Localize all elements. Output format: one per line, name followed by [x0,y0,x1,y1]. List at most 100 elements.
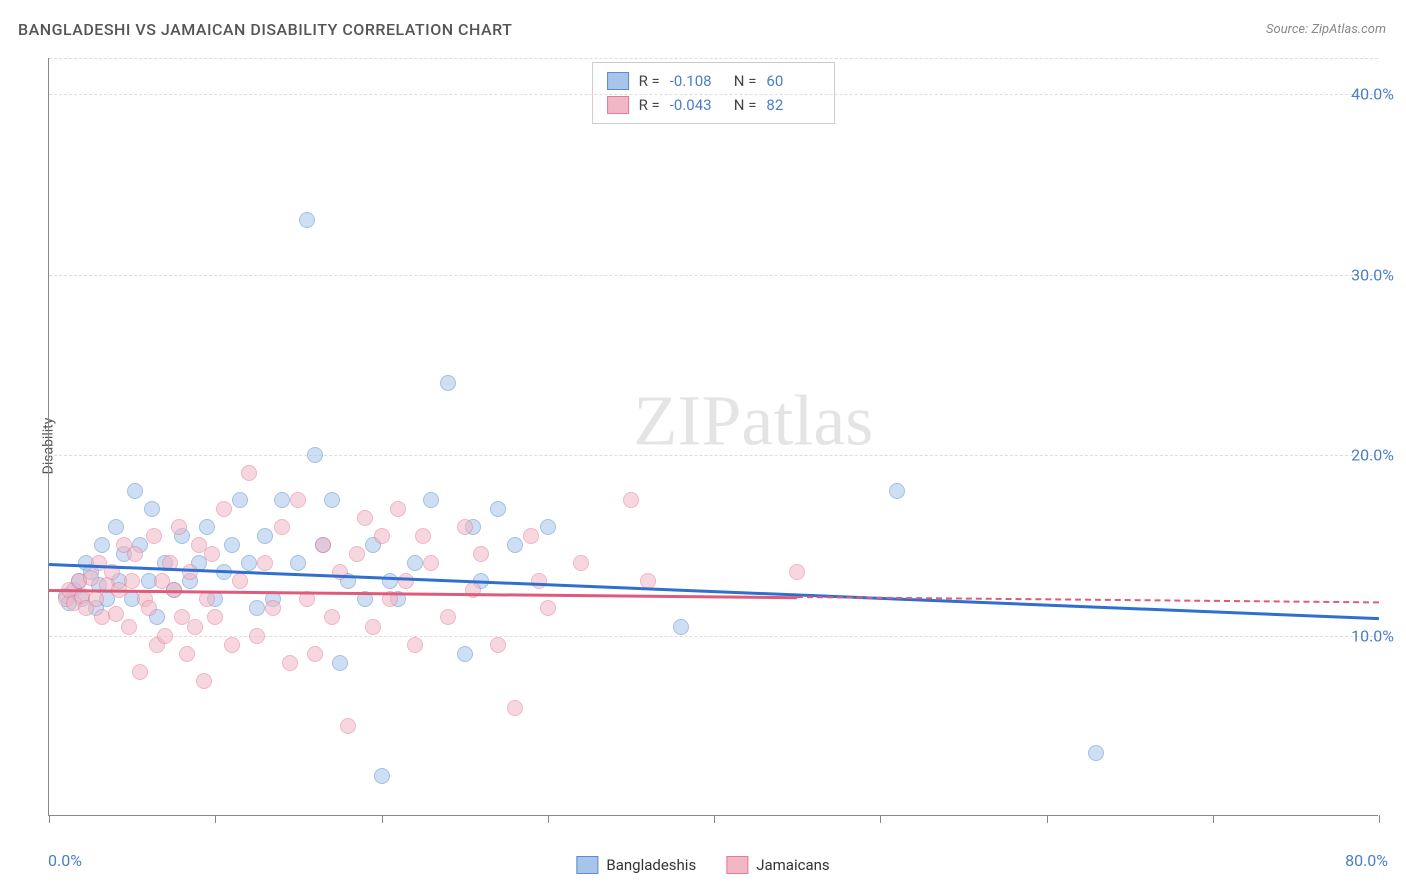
r-value-0: -0.108 [670,69,724,93]
scatter-point [108,519,124,535]
gridline [49,275,1378,276]
plot-area: ZIPatlas R = -0.108 N = 60 R = -0.043 N … [48,58,1378,816]
scatter-point [465,582,481,598]
x-tick [1213,815,1214,823]
scatter-point [889,483,905,499]
source-label: Source: [1266,22,1308,37]
scatter-point [357,510,373,526]
n-value-0: 60 [766,69,820,93]
scatter-point [1088,745,1104,761]
x-tick [1047,815,1048,823]
scatter-point [224,537,240,553]
x-tick-min: 0.0% [48,851,82,870]
scatter-point [573,555,589,571]
scatter-point [132,664,148,680]
scatter-point [157,628,173,644]
scatter-point [407,637,423,653]
watermark-thin: atlas [741,381,873,461]
gridline [49,455,1378,456]
scatter-point [127,483,143,499]
y-tick-label: 10.0% [1351,626,1394,645]
stats-legend: R = -0.108 N = 60 R = -0.043 N = 82 [592,62,836,124]
scatter-point [307,447,323,463]
scatter-point [390,501,406,517]
scatter-point [457,519,473,535]
scatter-point [490,637,506,653]
scatter-point [257,528,273,544]
scatter-point [121,619,137,635]
x-tick [1379,815,1380,823]
x-tick [548,815,549,823]
scatter-point [332,655,348,671]
chart-title: BANGLADESHI VS JAMAICAN DISABILITY CORRE… [18,20,512,39]
scatter-point [374,768,390,784]
scatter-point [241,465,257,481]
watermark: ZIPatlas [633,380,873,463]
r-value-1: -0.043 [670,93,724,117]
scatter-point [324,492,340,508]
r-label: R = [639,93,660,117]
y-tick-label: 20.0% [1351,446,1394,465]
scatter-point [179,646,195,662]
scatter-point [457,646,473,662]
legend-swatch-1 [726,856,748,874]
scatter-point [365,619,381,635]
scatter-point [207,609,223,625]
y-tick-label: 40.0% [1351,85,1394,104]
x-tick [880,815,881,823]
source-attribution: Source: ZipAtlas.com [1266,22,1386,37]
watermark-bold: ZIP [633,381,741,461]
n-value-1: 82 [766,93,820,117]
scatter-point [623,492,639,508]
scatter-point [473,546,489,562]
scatter-point [124,573,140,589]
scatter-point [127,546,143,562]
scatter-point [232,492,248,508]
scatter-point [423,555,439,571]
chart-container: BANGLADESHI VS JAMAICAN DISABILITY CORRE… [0,0,1406,892]
n-label: N = [734,93,757,117]
scatter-point [204,546,220,562]
scatter-point [196,673,212,689]
scatter-point [290,492,306,508]
scatter-point [374,528,390,544]
scatter-point [299,212,315,228]
scatter-point [249,600,265,616]
scatter-point [315,537,331,553]
scatter-point [349,546,365,562]
x-tick [714,815,715,823]
scatter-point [83,570,99,586]
stats-row-1: R = -0.043 N = 82 [607,93,821,117]
scatter-point [144,501,160,517]
x-tick [49,815,50,823]
stats-swatch-1 [607,96,629,114]
x-tick [215,815,216,823]
scatter-point [249,628,265,644]
scatter-point [274,519,290,535]
scatter-point [415,528,431,544]
scatter-point [199,519,215,535]
scatter-point [340,718,356,734]
y-tick-label: 30.0% [1351,265,1394,284]
legend-label-0: Bangladeshis [606,856,696,874]
scatter-point [531,573,547,589]
scatter-point [290,555,306,571]
stats-swatch-0 [607,72,629,90]
stats-row-0: R = -0.108 N = 60 [607,69,821,93]
scatter-point [265,600,281,616]
legend-label-1: Jamaicans [756,856,829,874]
scatter-point [232,573,248,589]
scatter-point [440,609,456,625]
scatter-point [490,501,506,517]
scatter-point [241,555,257,571]
n-label: N = [734,69,757,93]
legend-item-0: Bangladeshis [576,856,696,874]
scatter-point [224,637,240,653]
scatter-point [307,646,323,662]
legend-item-1: Jamaicans [726,856,829,874]
scatter-point [187,619,203,635]
scatter-point [324,609,340,625]
x-tick [382,815,383,823]
series-legend: Bangladeshis Jamaicans [576,856,829,874]
gridline [49,58,1378,59]
